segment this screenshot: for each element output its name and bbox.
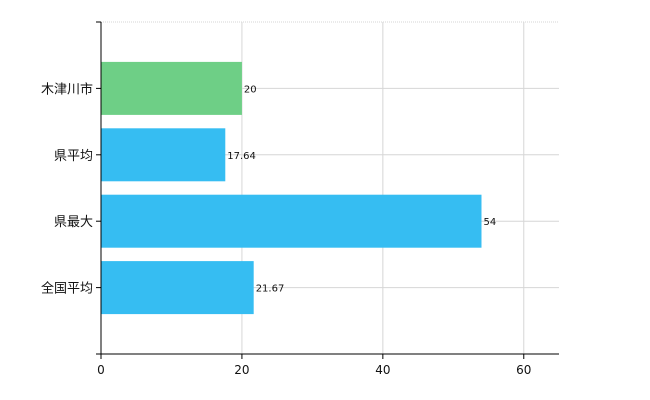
category-label-0: 木津川市 [41,81,93,97]
value-label-3: 21.67 [256,284,285,295]
value-label-2: 54 [483,217,496,228]
bar-1 [101,128,226,182]
bar-2 [101,194,482,248]
x-tick-label-0: 0 [97,363,105,377]
x-tick-label-2: 40 [375,363,390,377]
x-tick-label-1: 20 [234,363,249,377]
category-label-3: 全国平均 [41,281,93,297]
x-tick-label-3: 60 [516,363,531,377]
category-label-2: 県最大 [54,215,93,230]
category-label-1: 県平均 [54,149,93,164]
bar-3 [101,261,254,315]
value-label-1: 17.64 [227,151,256,162]
bar-0 [101,61,242,115]
bars [101,61,482,315]
value-label-0: 20 [244,84,257,95]
axis-ticks [96,21,525,359]
labels: 20 木津川市 17.64 県平均 54 県最大 21.67 全国平均 0 20 40 60 [41,81,531,377]
